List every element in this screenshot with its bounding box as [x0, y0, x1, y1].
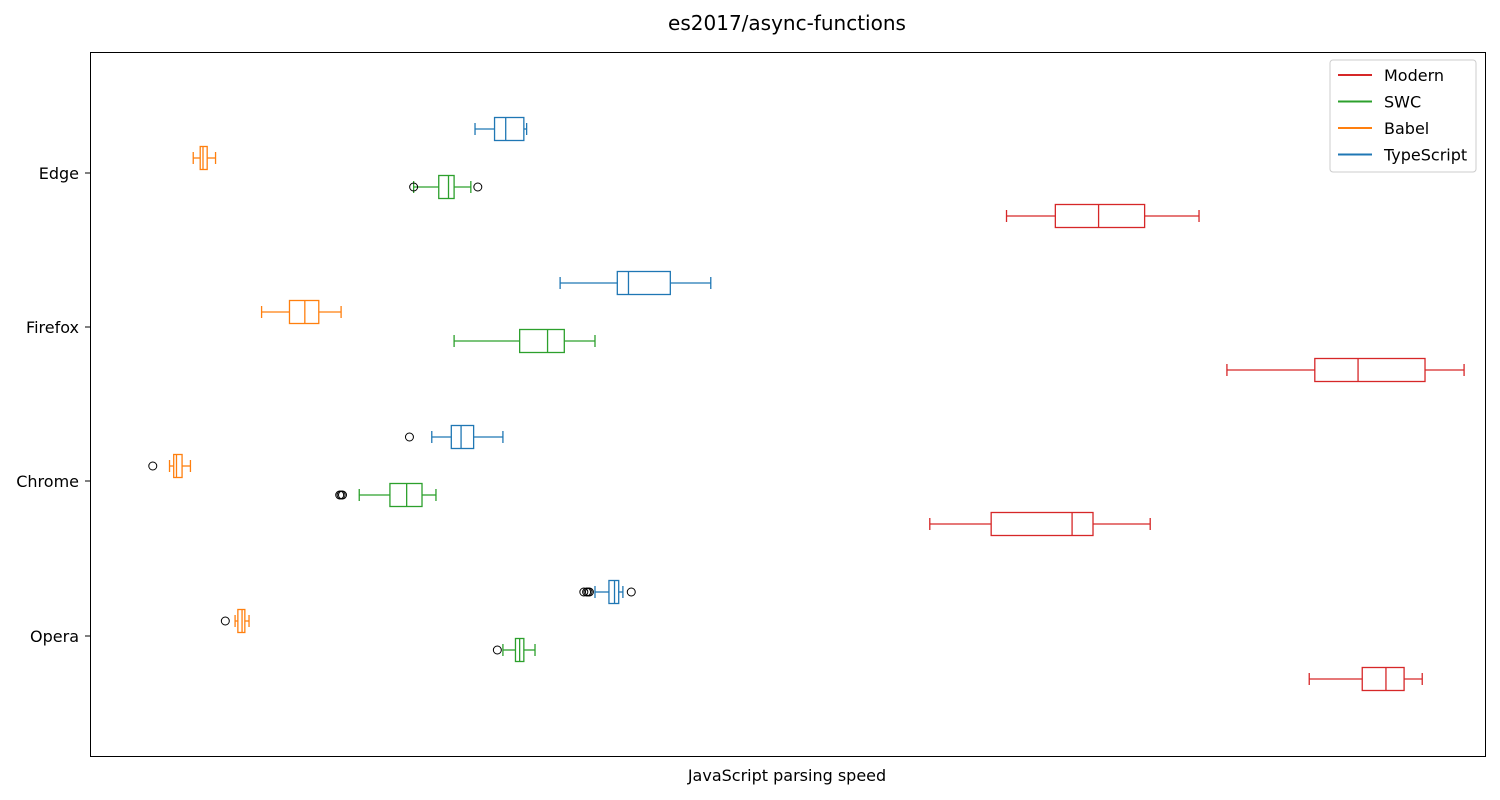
outlier-point [404, 432, 414, 442]
babel-box-chrome [148, 453, 192, 479]
plot-area [148, 116, 1465, 692]
box-iqr [519, 328, 565, 354]
outlier-point [584, 587, 594, 597]
box-iqr [173, 453, 183, 479]
y-tick-label: Firefox [26, 318, 79, 337]
box-iqr [1361, 666, 1405, 692]
typescript-box-firefox [559, 270, 712, 296]
swc-box-chrome [335, 482, 437, 508]
babel-box-edge [192, 145, 217, 171]
babel-box-opera [220, 608, 250, 634]
outlier-point [409, 182, 419, 192]
chart-title: es2017/async-functions [668, 11, 906, 35]
swc-box-opera [492, 637, 536, 663]
legend: Modern SWC Babel TypeScript [1329, 59, 1477, 173]
outlier-point [579, 587, 589, 597]
x-axis-label: JavaScript parsing speed [687, 766, 886, 785]
plot-frame [90, 52, 1486, 757]
modern-box-firefox [1226, 357, 1465, 383]
box-iqr [493, 116, 525, 142]
legend-label-modern: Modern [1384, 66, 1444, 85]
swc-box-edge [409, 174, 483, 200]
modern-box-edge [1005, 203, 1200, 229]
box-iqr [1314, 357, 1426, 383]
box-iqr [288, 299, 320, 325]
box-iqr [199, 145, 208, 171]
y-tick-label: Edge [39, 164, 79, 183]
typescript-box-chrome [404, 424, 504, 450]
box-iqr [438, 174, 455, 200]
y-tick-label: Chrome [16, 472, 79, 491]
swc-box-firefox [453, 328, 596, 354]
box-iqr [389, 482, 423, 508]
box-iqr [1054, 203, 1146, 229]
typescript-box-edge [474, 116, 528, 142]
y-tick-label: Opera [30, 627, 79, 646]
box-iqr [990, 511, 1094, 537]
typescript-box-opera [579, 579, 636, 605]
box-iqr [608, 579, 620, 605]
y-axis: Edge Firefox Chrome Opera [16, 164, 90, 646]
modern-box-chrome [929, 511, 1151, 537]
outlier-point [626, 587, 636, 597]
outlier-point [337, 490, 347, 500]
legend-label-swc: SWC [1384, 93, 1421, 112]
box-iqr [450, 424, 475, 450]
legend-label-babel: Babel [1384, 119, 1429, 138]
outlier-point [220, 616, 230, 626]
legend-label-typescript: TypeScript [1383, 146, 1467, 165]
babel-box-firefox [260, 299, 342, 325]
box-iqr [237, 608, 246, 634]
legend-frame [1329, 59, 1477, 173]
modern-box-opera [1308, 666, 1423, 692]
outlier-point [148, 461, 158, 471]
box-iqr [616, 270, 671, 296]
outlier-point [492, 645, 502, 655]
outlier-point [473, 182, 483, 192]
